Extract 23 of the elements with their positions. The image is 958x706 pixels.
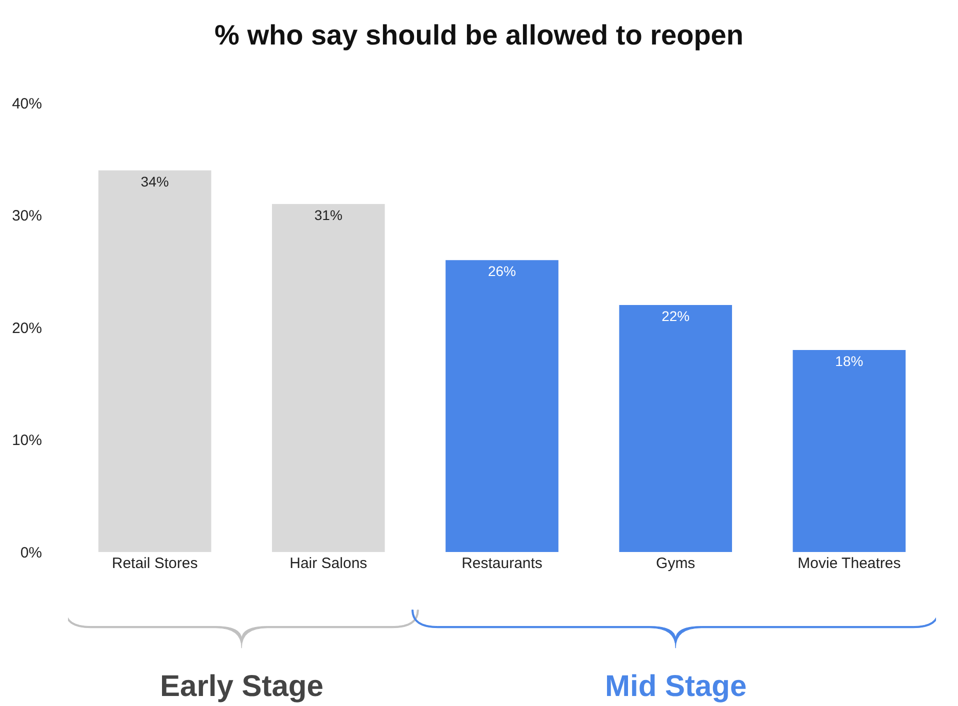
x-tick-label: Gyms bbox=[656, 555, 696, 572]
x-tick-label: Hair Salons bbox=[290, 555, 368, 572]
y-tick-label: 40% bbox=[12, 95, 42, 112]
bar bbox=[792, 350, 906, 552]
x-tick-label: Restaurants bbox=[462, 555, 542, 572]
bar bbox=[619, 305, 732, 552]
data-label: 34% bbox=[140, 173, 169, 190]
text: Mid Stage bbox=[605, 670, 747, 703]
y-tick-label: 20% bbox=[12, 320, 42, 337]
data-label: 22% bbox=[662, 308, 690, 324]
y-tick-label: 30% bbox=[12, 208, 42, 224]
text: Early Stage bbox=[160, 670, 324, 703]
bar bbox=[446, 260, 558, 552]
data-label: 18% bbox=[835, 352, 864, 369]
data-label: 31% bbox=[314, 207, 342, 224]
y-tick-label: 0% bbox=[20, 544, 42, 562]
bar bbox=[272, 204, 385, 552]
x-tick-label: Retail Stores bbox=[112, 555, 198, 572]
chart-title: % who say should be allowed to reopen bbox=[214, 19, 744, 50]
data-label: 26% bbox=[488, 263, 516, 280]
y-tick-label: 10% bbox=[12, 432, 42, 449]
bar bbox=[98, 170, 212, 552]
x-tick-label: Movie Theatres bbox=[798, 555, 901, 572]
